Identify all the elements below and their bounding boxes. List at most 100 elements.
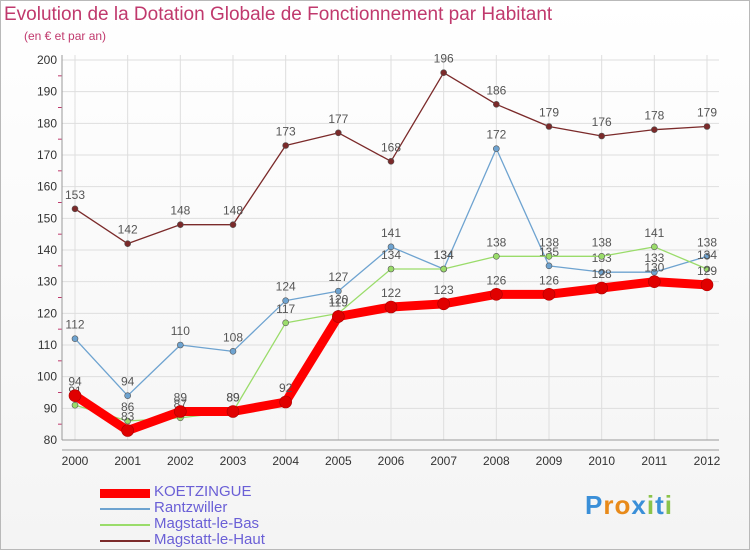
data-label-Rantzwiller: 124	[276, 280, 296, 294]
logo-letter: t	[655, 490, 665, 520]
data-label-Magstatt-le-Bas: 134	[381, 248, 401, 262]
data-point-KOETZINGUE	[700, 278, 714, 292]
x-tick-label: 2008	[483, 454, 510, 468]
data-label-Magstatt-le-Bas: 134	[434, 248, 454, 262]
data-label-Magstatt-le-Bas: 86	[121, 400, 135, 414]
data-label-Magstatt-le-Haut: 148	[170, 204, 190, 218]
data-point-Magstatt-le-Haut	[493, 101, 500, 108]
data-point-Rantzwiller	[493, 145, 500, 152]
x-tick-label: 2011	[641, 454, 667, 468]
x-tick-label: 2009	[536, 454, 563, 468]
data-label-KOETZINGUE: 89	[174, 391, 188, 405]
data-label-Rantzwiller: 127	[328, 270, 348, 284]
data-label-Magstatt-le-Haut: 196	[434, 52, 454, 66]
x-tick-label: 2004	[272, 454, 299, 468]
data-point-KOETZINGUE	[648, 275, 661, 288]
data-point-Rantzwiller	[545, 262, 553, 270]
data-label-KOETZINGUE: 83	[121, 410, 135, 424]
data-label-KOETZINGUE: 126	[486, 273, 506, 287]
data-label-Magstatt-le-Bas: 89	[226, 391, 240, 405]
data-label-KOETZINGUE: 94	[68, 375, 82, 389]
x-tick-label: 2012	[694, 454, 721, 468]
data-label-Magstatt-le-Bas: 120	[328, 292, 348, 306]
legend-label: KOETZINGUE	[154, 483, 252, 500]
legend-swatch	[100, 524, 150, 526]
data-label-Magstatt-le-Bas: 138	[592, 235, 612, 249]
data-label-Rantzwiller: 141	[381, 226, 401, 240]
data-label-KOETZINGUE: 128	[592, 267, 612, 281]
legend-swatch	[100, 508, 150, 510]
data-label-Magstatt-le-Haut: 176	[592, 115, 612, 129]
x-tick-label: 2002	[167, 454, 194, 468]
y-tick-label: 110	[38, 338, 57, 352]
data-label-KOETZINGUE: 92	[279, 381, 293, 395]
data-label-KOETZINGUE: 123	[434, 283, 454, 297]
data-point-Magstatt-le-Haut	[651, 126, 658, 133]
chart-subtitle: (en € et par an)	[24, 29, 107, 43]
proxiti-logo: Proxiti	[585, 490, 673, 521]
data-point-Magstatt-le-Bas	[387, 265, 395, 273]
data-label-Rantzwiller: 138	[697, 235, 717, 249]
x-tick-label: 2003	[220, 454, 247, 468]
data-point-Rantzwiller	[177, 341, 184, 349]
data-label-Magstatt-le-Bas: 138	[539, 235, 559, 249]
x-tick-label: 2010	[588, 454, 615, 468]
data-label-Magstatt-le-Bas: 138	[486, 235, 506, 249]
y-tick-label: 90	[44, 401, 58, 415]
legend-swatch	[100, 488, 150, 498]
data-label-Magstatt-le-Haut: 178	[644, 109, 664, 123]
logo-letter: o	[614, 490, 632, 520]
x-tick-label: 2005	[325, 454, 352, 468]
data-point-Rantzwiller	[387, 243, 395, 251]
data-point-KOETZINGUE	[384, 300, 398, 314]
logo-letter: i	[664, 490, 673, 520]
logo-letter: P	[585, 490, 604, 520]
y-tick-label: 160	[37, 180, 57, 194]
data-label-KOETZINGUE: 89	[226, 391, 240, 405]
data-point-Rantzwiller	[124, 392, 131, 399]
data-point-KOETZINGUE	[121, 424, 134, 437]
x-tick-label: 2006	[378, 454, 405, 468]
y-tick-label: 130	[37, 275, 57, 289]
data-label-KOETZINGUE: 129	[697, 264, 717, 278]
data-point-Rantzwiller	[703, 253, 711, 260]
data-label-KOETZINGUE: 119	[329, 296, 348, 310]
y-tick-label: 140	[37, 243, 57, 257]
legend-label: Magstatt-le-Haut	[154, 531, 265, 548]
logo-letter: i	[646, 490, 656, 520]
data-point-Magstatt-le-Haut	[124, 240, 131, 247]
data-label-Magstatt-le-Bas: 117	[276, 302, 295, 316]
data-point-Magstatt-le-Bas	[282, 319, 289, 327]
y-tick-label: 180	[37, 116, 57, 130]
x-tick-label: 2001	[114, 454, 141, 468]
data-point-Magstatt-le-Haut	[177, 221, 184, 228]
logo-letter: r	[603, 490, 615, 520]
logo-letter: x	[631, 490, 647, 520]
legend-label: Rantzwiller	[154, 499, 228, 516]
data-label-Magstatt-le-Bas: 134	[697, 248, 717, 262]
data-point-Rantzwiller	[282, 297, 289, 304]
data-label-Magstatt-le-Haut: 142	[118, 223, 138, 237]
data-point-Magstatt-le-Haut	[703, 123, 711, 130]
data-point-Rantzwiller	[651, 268, 658, 276]
data-label-Rantzwiller: 135	[539, 245, 559, 259]
data-label-KOETZINGUE: 122	[381, 286, 401, 300]
data-label-KOETZINGUE: 126	[539, 273, 559, 287]
data-label-Magstatt-le-Haut: 168	[381, 140, 401, 154]
data-label-Magstatt-le-Haut: 177	[328, 112, 348, 126]
data-point-Magstatt-le-Bas	[440, 265, 447, 273]
data-point-KOETZINGUE	[332, 310, 345, 323]
y-tick-label: 150	[37, 211, 57, 225]
y-tick-label: 100	[37, 370, 57, 384]
chart-title: Evolution de la Dotation Globale de Fonc…	[4, 4, 553, 25]
data-point-Magstatt-le-Haut	[598, 132, 605, 140]
y-tick-label: 190	[37, 85, 57, 99]
data-point-Magstatt-le-Bas	[651, 243, 658, 251]
y-tick-label: 120	[37, 306, 57, 320]
x-tick-label: 2000	[62, 454, 89, 468]
data-label-Magstatt-le-Haut: 186	[486, 83, 506, 97]
data-label-Rantzwiller: 172	[486, 128, 506, 142]
data-point-KOETZINGUE	[226, 405, 240, 418]
data-point-KOETZINGUE	[279, 395, 292, 409]
